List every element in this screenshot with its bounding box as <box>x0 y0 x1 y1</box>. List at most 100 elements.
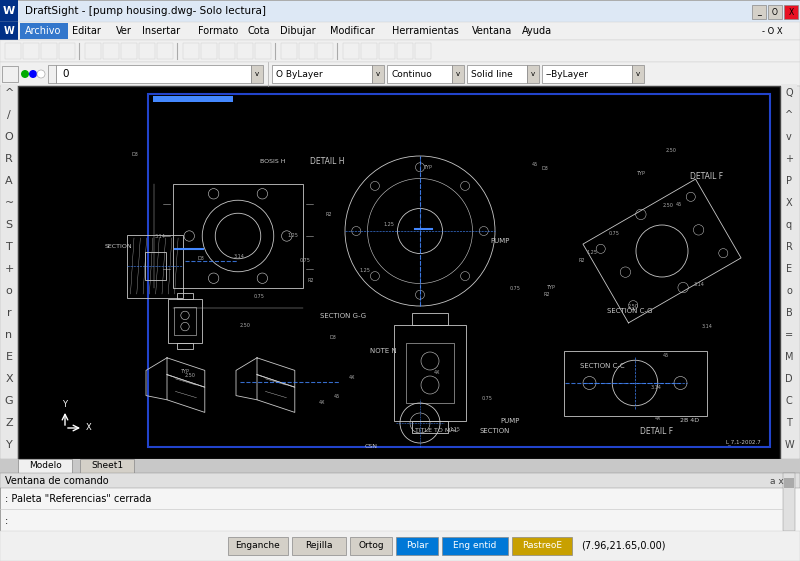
Bar <box>5 43 21 59</box>
Text: PUMP: PUMP <box>490 238 510 244</box>
Bar <box>527 65 539 83</box>
Text: O: O <box>5 132 14 142</box>
Text: DraftSight - [pump housing.dwg- Solo lectura]: DraftSight - [pump housing.dwg- Solo lec… <box>25 6 266 16</box>
Bar <box>781 260 797 278</box>
Bar <box>752 5 766 19</box>
Bar <box>1 370 17 388</box>
Bar <box>1 260 17 278</box>
Bar <box>781 216 797 234</box>
Bar <box>1 348 17 366</box>
Bar <box>0 473 800 531</box>
Text: CSN: CSN <box>365 444 378 448</box>
Bar <box>1 106 17 124</box>
Bar <box>292 537 346 555</box>
Text: 1.25: 1.25 <box>360 268 370 273</box>
Text: _: _ <box>757 7 761 16</box>
Bar <box>228 537 288 555</box>
Text: B: B <box>786 308 792 318</box>
Text: W: W <box>4 26 14 36</box>
Text: Polar: Polar <box>406 541 428 550</box>
Text: v: v <box>456 71 460 77</box>
Bar <box>0 62 800 86</box>
Text: 2.50: 2.50 <box>185 373 195 378</box>
Bar <box>168 298 202 343</box>
Text: Sheet1: Sheet1 <box>91 462 123 471</box>
Text: S: S <box>6 220 13 230</box>
Text: Continuo: Continuo <box>391 70 432 79</box>
Text: 3.14: 3.14 <box>154 234 166 239</box>
Text: X: X <box>86 424 92 433</box>
Bar <box>145 252 166 280</box>
Text: Ventana de comando: Ventana de comando <box>5 476 109 486</box>
Text: PUMP: PUMP <box>500 418 519 424</box>
Bar <box>1 84 17 102</box>
Bar <box>1 304 17 322</box>
Text: 1.25: 1.25 <box>450 426 460 431</box>
Bar <box>783 473 795 531</box>
Bar <box>177 343 194 349</box>
Text: X: X <box>788 7 794 16</box>
Text: 45: 45 <box>531 162 538 167</box>
Text: Y: Y <box>6 440 12 450</box>
Text: 2B 4D: 2B 4D <box>680 419 699 424</box>
Text: SECTION: SECTION <box>480 428 510 434</box>
Bar <box>781 326 797 344</box>
Text: 2.50: 2.50 <box>240 323 250 328</box>
Text: SECTION C-C: SECTION C-C <box>580 363 625 369</box>
Text: :: : <box>5 516 8 526</box>
Circle shape <box>37 70 45 78</box>
Text: q: q <box>786 220 792 230</box>
Bar <box>397 43 413 59</box>
Bar <box>512 537 572 555</box>
Text: r: r <box>6 308 11 318</box>
Bar <box>1 436 17 454</box>
Text: Modelo: Modelo <box>29 462 62 471</box>
Bar <box>317 43 333 59</box>
Text: =: = <box>785 330 793 340</box>
Text: TYP: TYP <box>180 369 189 374</box>
Bar <box>781 194 797 212</box>
Text: 45: 45 <box>662 353 669 358</box>
Bar <box>781 414 797 432</box>
Bar <box>784 478 794 488</box>
Text: 3.14: 3.14 <box>694 282 704 287</box>
Bar <box>0 86 18 459</box>
Bar <box>563 351 706 416</box>
Text: v: v <box>255 71 259 77</box>
Text: R: R <box>786 242 793 252</box>
Bar <box>0 531 800 561</box>
Text: v: v <box>786 132 792 142</box>
Text: 0.75: 0.75 <box>509 286 520 291</box>
Text: D: D <box>785 374 793 384</box>
Text: DETAIL F: DETAIL F <box>640 426 673 435</box>
Bar <box>542 65 632 83</box>
Circle shape <box>29 70 37 78</box>
Text: Rejilla: Rejilla <box>306 541 333 550</box>
Text: Herramientas: Herramientas <box>392 26 458 36</box>
Bar <box>415 43 431 59</box>
Text: NOTE N: NOTE N <box>370 348 397 354</box>
Bar <box>201 43 217 59</box>
Bar <box>406 343 454 403</box>
Bar <box>157 43 173 59</box>
Text: DETAIL H: DETAIL H <box>310 157 345 165</box>
Bar <box>1 194 17 212</box>
Bar <box>1 128 17 146</box>
Bar <box>768 5 782 19</box>
Text: Eng entid: Eng entid <box>454 541 497 550</box>
Bar <box>139 43 155 59</box>
Text: E: E <box>6 352 13 362</box>
Bar <box>20 23 68 39</box>
Text: 45: 45 <box>334 394 340 399</box>
Text: R2: R2 <box>308 278 314 283</box>
Bar <box>781 282 797 300</box>
Text: Z: Z <box>5 418 13 428</box>
Bar <box>0 0 18 22</box>
Text: 4X: 4X <box>434 370 440 375</box>
Text: Y: Y <box>62 400 67 409</box>
Text: - O X: - O X <box>762 26 782 35</box>
Bar <box>780 86 800 459</box>
Bar <box>255 43 271 59</box>
Text: D3: D3 <box>330 335 336 339</box>
Text: Dibujar: Dibujar <box>280 26 316 36</box>
